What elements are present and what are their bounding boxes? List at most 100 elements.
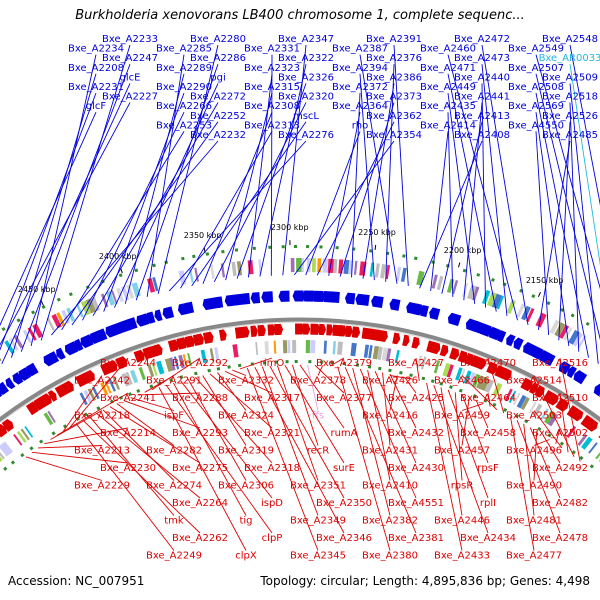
gene-label: Bxe_A2354	[366, 130, 422, 141]
forward-gene-arrow	[241, 292, 251, 305]
forward-gene-arrow	[429, 307, 441, 321]
gene-label: Bxe_A2496	[506, 446, 562, 457]
gene-label: Bxe_A2391	[366, 34, 422, 45]
gene-label: Bxe_A2282	[146, 446, 202, 457]
gene-label: Bxe_A2349	[290, 516, 346, 527]
gene-label-leader	[535, 92, 589, 358]
gene-label-leader	[224, 370, 273, 394]
tick-row-outer	[181, 256, 185, 261]
tick-row-inner	[503, 407, 508, 412]
tick-row-inner	[458, 388, 463, 393]
gene-label-leader	[447, 389, 489, 499]
gene-label-leader	[137, 392, 201, 396]
backbone-highlight	[0, 321, 600, 424]
feature-band-inner	[24, 426, 34, 438]
feature-band-outer	[486, 291, 497, 307]
feature-band-inner	[377, 346, 383, 361]
feature-band-inner	[16, 430, 27, 443]
gene-label-leader	[50, 410, 103, 440]
gene-label: Bxe_A2458	[460, 428, 516, 439]
feature-band-inner	[516, 394, 527, 409]
gene-label-leader	[144, 375, 175, 393]
feature-band-inner	[187, 352, 193, 367]
feature-band-outer	[22, 329, 33, 344]
reverse-gene-arrow	[202, 331, 214, 344]
gene-label-leader	[328, 112, 361, 276]
gene-label-leader	[62, 375, 103, 432]
gene-label: Bxe_A2426	[362, 376, 418, 387]
reverse-gene-arrow	[257, 324, 266, 337]
gene-label: Bxe_A2464	[460, 393, 516, 404]
reverse-gene-arrow	[176, 337, 188, 350]
feature-band-outer	[482, 289, 491, 305]
gene-label: Bxe_A2473	[454, 53, 510, 64]
gene-label: Bxe_A2319	[218, 446, 274, 457]
gene-label-leader	[202, 375, 247, 446]
gene-label: Bxe_A2293	[172, 428, 228, 439]
feature-band-outer	[178, 270, 187, 285]
gene-label: Bxe_A2214	[100, 428, 156, 439]
forward-gene-arrow	[447, 312, 462, 327]
forward-gene-arrow	[56, 347, 66, 360]
forward-gene-arrow	[261, 291, 274, 303]
gene-label: Bxe_A2315	[244, 82, 300, 93]
reverse-gene-arrow	[345, 325, 353, 338]
gene-label-leader	[569, 44, 600, 206]
feature-band-inner	[121, 372, 131, 387]
feature-band-inner	[232, 344, 239, 358]
feature-band-outer	[80, 300, 92, 316]
gene-label-leader	[447, 92, 476, 304]
gene-label: Bxe_A2347	[278, 34, 334, 45]
gene-label: Bxe_A2318	[244, 463, 300, 474]
gene-label-leader	[246, 367, 319, 551]
gene-label-leader	[382, 372, 391, 446]
tick-row-inner	[96, 406, 101, 411]
kbp-tick-mark	[458, 262, 461, 268]
reverse-gene-arrow	[250, 325, 258, 337]
gene-label: Bxe_A2414	[420, 120, 476, 131]
gene-label-leader	[461, 403, 484, 411]
accession-caption: Accession: NC_007951	[8, 574, 145, 588]
gene-label-leader	[56, 392, 129, 436]
gene-label-leader	[535, 73, 600, 341]
gene-label-leader	[461, 394, 489, 464]
gene-label-leader	[359, 54, 398, 284]
reverse-gene-arrow	[39, 393, 52, 407]
gene-label-leader	[447, 54, 518, 321]
gene-label-leader	[305, 131, 361, 276]
gene-label-leader	[173, 382, 247, 516]
reverse-gene-arrow	[60, 380, 74, 395]
gene-label-leader	[270, 54, 273, 276]
feature-band-inner	[182, 354, 188, 368]
feature-band-outer	[348, 260, 354, 275]
tick-row-outer	[431, 260, 436, 264]
reverse-gene-arrow	[520, 377, 533, 392]
gene-label: Bxe_A2227	[102, 92, 158, 103]
reverse-gene-arrow	[184, 335, 195, 348]
forward-gene-arrow	[419, 304, 429, 318]
gene-label-leader	[180, 380, 273, 499]
reverse-gene-arrow	[1, 418, 14, 432]
gene-label: Bxe_A4551	[388, 498, 444, 509]
gene-label: Bxe_A2320	[278, 92, 334, 103]
gene-label: Bxe_A2232	[190, 130, 246, 141]
tick-row-outer	[570, 313, 575, 318]
gene-label: Bxe_A2549	[508, 44, 564, 55]
gene-label-leader	[516, 419, 561, 534]
tick-row-inner	[169, 378, 173, 382]
feature-band-outer	[111, 290, 118, 304]
gene-label-leader	[157, 44, 219, 294]
forward-gene-arrow	[146, 311, 156, 324]
gene-label: pgi	[210, 72, 225, 83]
tick-row-inner	[409, 373, 413, 377]
tick-row-outer	[491, 278, 495, 282]
gene-label-leader	[69, 357, 129, 428]
gene-label: Bxe_A2425	[388, 393, 444, 404]
gene-label: Bxe_A2376	[366, 53, 422, 64]
gene-label: glcE	[120, 72, 141, 83]
gene-label: Bxe_A2482	[532, 498, 588, 509]
tick-row-inner	[421, 376, 426, 381]
gene-label: Bxe_A2266	[156, 101, 212, 112]
gene-label-leader	[351, 92, 361, 278]
gene-label: Bxe_A2477	[506, 551, 562, 562]
